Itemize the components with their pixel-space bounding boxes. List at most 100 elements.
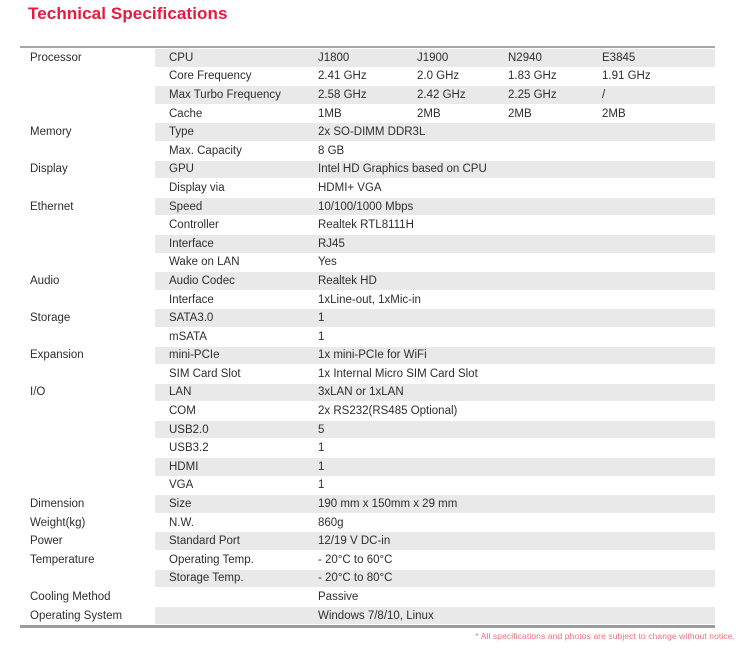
category-cell [20,402,155,420]
table-row: Interface RJ45 [20,234,715,253]
row-body: Cache 1MB 2MB 2MB 2MB [155,104,715,123]
table-row: Storage SATA3.0 1 [20,309,715,327]
row-body: USB2.0 5 [155,420,715,439]
spec-label-cell: N.W. [169,516,194,529]
category-cell: Audio [20,272,155,290]
row-body: Speed 10/100/1000 Mbps [155,197,715,216]
spec-label-cell: Operating Temp. [169,553,254,566]
row-body: USB3.2 1 [155,439,715,458]
category-cell [20,67,155,86]
row-body: Size 190 mm x 150mm x 29 mm [155,495,715,513]
spec-value-cell: RJ45 [318,237,345,250]
spec-label-cell: Max. Capacity [169,144,242,157]
table-row: Max Turbo Frequency 2.58 GHz 2.42 GHz 2.25 … [20,86,715,104]
category-cell: Operating System [20,606,155,625]
row-body: Max. Capacity 8 GB [155,141,715,160]
category-cell [20,253,155,272]
spec-label-cell: Standard Port [169,535,240,548]
table-row: Storage Temp. - 20°C to 80°C [20,569,715,588]
category-cell: Display [20,160,155,179]
spec-value-cell: 1 [318,442,325,455]
category-cell [20,290,155,309]
spec-value-cell: Passive [318,591,359,604]
spec-value-cell: 1 [318,312,325,325]
spec-label-cell: HDMI [169,460,199,473]
table-row: Cooling Method Passive [20,588,715,606]
table-row: Wake on LAN Yes [20,253,715,272]
table-row: VGA 1 [20,476,715,495]
row-body: Operating Temp. - 20°C to 60°C [155,551,715,569]
table-row: Max. Capacity 8 GB [20,141,715,160]
spec-value-cell: 12/19 V DC-in [318,535,391,548]
table-row: Ethernet Speed 10/100/1000 Mbps [20,197,715,216]
category-cell [20,216,155,234]
table-row: COM 2x RS232(RS485 Optional) [20,402,715,420]
table-row: mSATA 1 [20,327,715,346]
spec-value-cell: - 20°C to 60°C [318,553,393,566]
category-cell: Storage [20,309,155,327]
spec-label-cell: Wake on LAN [169,256,240,269]
row-body: COM 2x RS232(RS485 Optional) [155,402,715,420]
row-body: Interface 1xLine-out, 1xMic-in [155,290,715,309]
row-body: LAN 3xLAN or 1xLAN [155,383,715,402]
spec-label-cell: LAN [169,386,192,399]
table-row: Core Frequency 2.41 GHz 2.0 GHz 1.83 GHz 1.9… [20,67,715,86]
table-row: Display GPU Intel HD Graphics based on CPU [20,160,715,179]
row-body: Wake on LAN Yes [155,253,715,272]
category-cell: I/O [20,383,155,402]
spec-value-cell: / [602,88,606,101]
row-body: N.W. 860g [155,513,715,532]
category-cell: Memory [20,123,155,141]
spec-value-cell: Yes [318,256,337,269]
spec-value-cell: Intel HD Graphics based on CPU [318,163,487,176]
spec-value-cell: 2.58 GHz [318,88,367,101]
spec-label-cell: mSATA [169,330,207,343]
table-row: SIM Card Slot 1x Internal Micro SIM Card … [20,365,715,383]
category-cell: Processor [20,49,155,67]
table-row: HDMI 1 [20,458,715,476]
spec-value-cell: 1 [318,479,325,492]
category-cell [20,365,155,383]
spec-label-cell: VGA [169,479,194,492]
table-row: Processor CPU J1800 J1900 N2940 E3845 [20,49,715,67]
row-body: mSATA 1 [155,327,715,346]
spec-label-cell: Type [169,126,194,139]
category-cell [20,420,155,439]
table-row: I/O LAN 3xLAN or 1xLAN [20,383,715,402]
category-cell [20,439,155,458]
table-row: Display via HDMI+ VGA [20,179,715,197]
spec-value-cell: 1.83 GHz [508,70,557,83]
spec-value-cell: 2.42 GHz [417,88,466,101]
spec-label-cell: Max Turbo Frequency [169,88,281,101]
row-body: Core Frequency 2.41 GHz 2.0 GHz 1.83 GHz 1.9… [155,67,715,86]
row-body: SIM Card Slot 1x Internal Micro SIM Card … [155,365,715,383]
table-row: Weight(kg) N.W. 860g [20,513,715,532]
row-body: Passive [155,588,715,606]
row-body: Standard Port 12/19 V DC-in [155,532,715,551]
spec-value-cell: 1.91 GHz [602,70,651,83]
spec-value-cell: 2MB [602,107,626,120]
table-row: Operating System Windows 7/8/10, Linux [20,606,715,625]
spec-value-cell: E3845 [602,51,636,64]
spec-value-cell: 10/100/1000 Mbps [318,200,414,213]
footnote: * All specifications and photos are subj… [475,631,735,641]
category-cell [20,86,155,104]
table-row: Interface 1xLine-out, 1xMic-in [20,290,715,309]
spec-label-cell: mini-PCIe [169,349,220,362]
spec-value-cell: 2MB [417,107,441,120]
category-cell [20,476,155,495]
row-body: SATA3.0 1 [155,309,715,327]
spec-label-cell: Controller [169,219,219,232]
row-body: Interface RJ45 [155,234,715,253]
spec-label-cell: USB3.2 [169,442,209,455]
spec-value-cell: 190 mm x 150mm x 29 mm [318,498,458,511]
row-body: CPU J1800 J1900 N2940 E3845 [155,49,715,67]
spec-label-cell: Interface [169,293,214,306]
spec-value-cell: Realtek RTL8111H [318,219,414,232]
table-row: USB2.0 5 [20,420,715,439]
spec-label-cell: Display via [169,181,225,194]
category-cell: Ethernet [20,197,155,216]
category-cell: Expansion [20,346,155,365]
spec-label-cell: Core Frequency [169,70,252,83]
table-row: Audio Audio Codec Realtek HD [20,272,715,290]
